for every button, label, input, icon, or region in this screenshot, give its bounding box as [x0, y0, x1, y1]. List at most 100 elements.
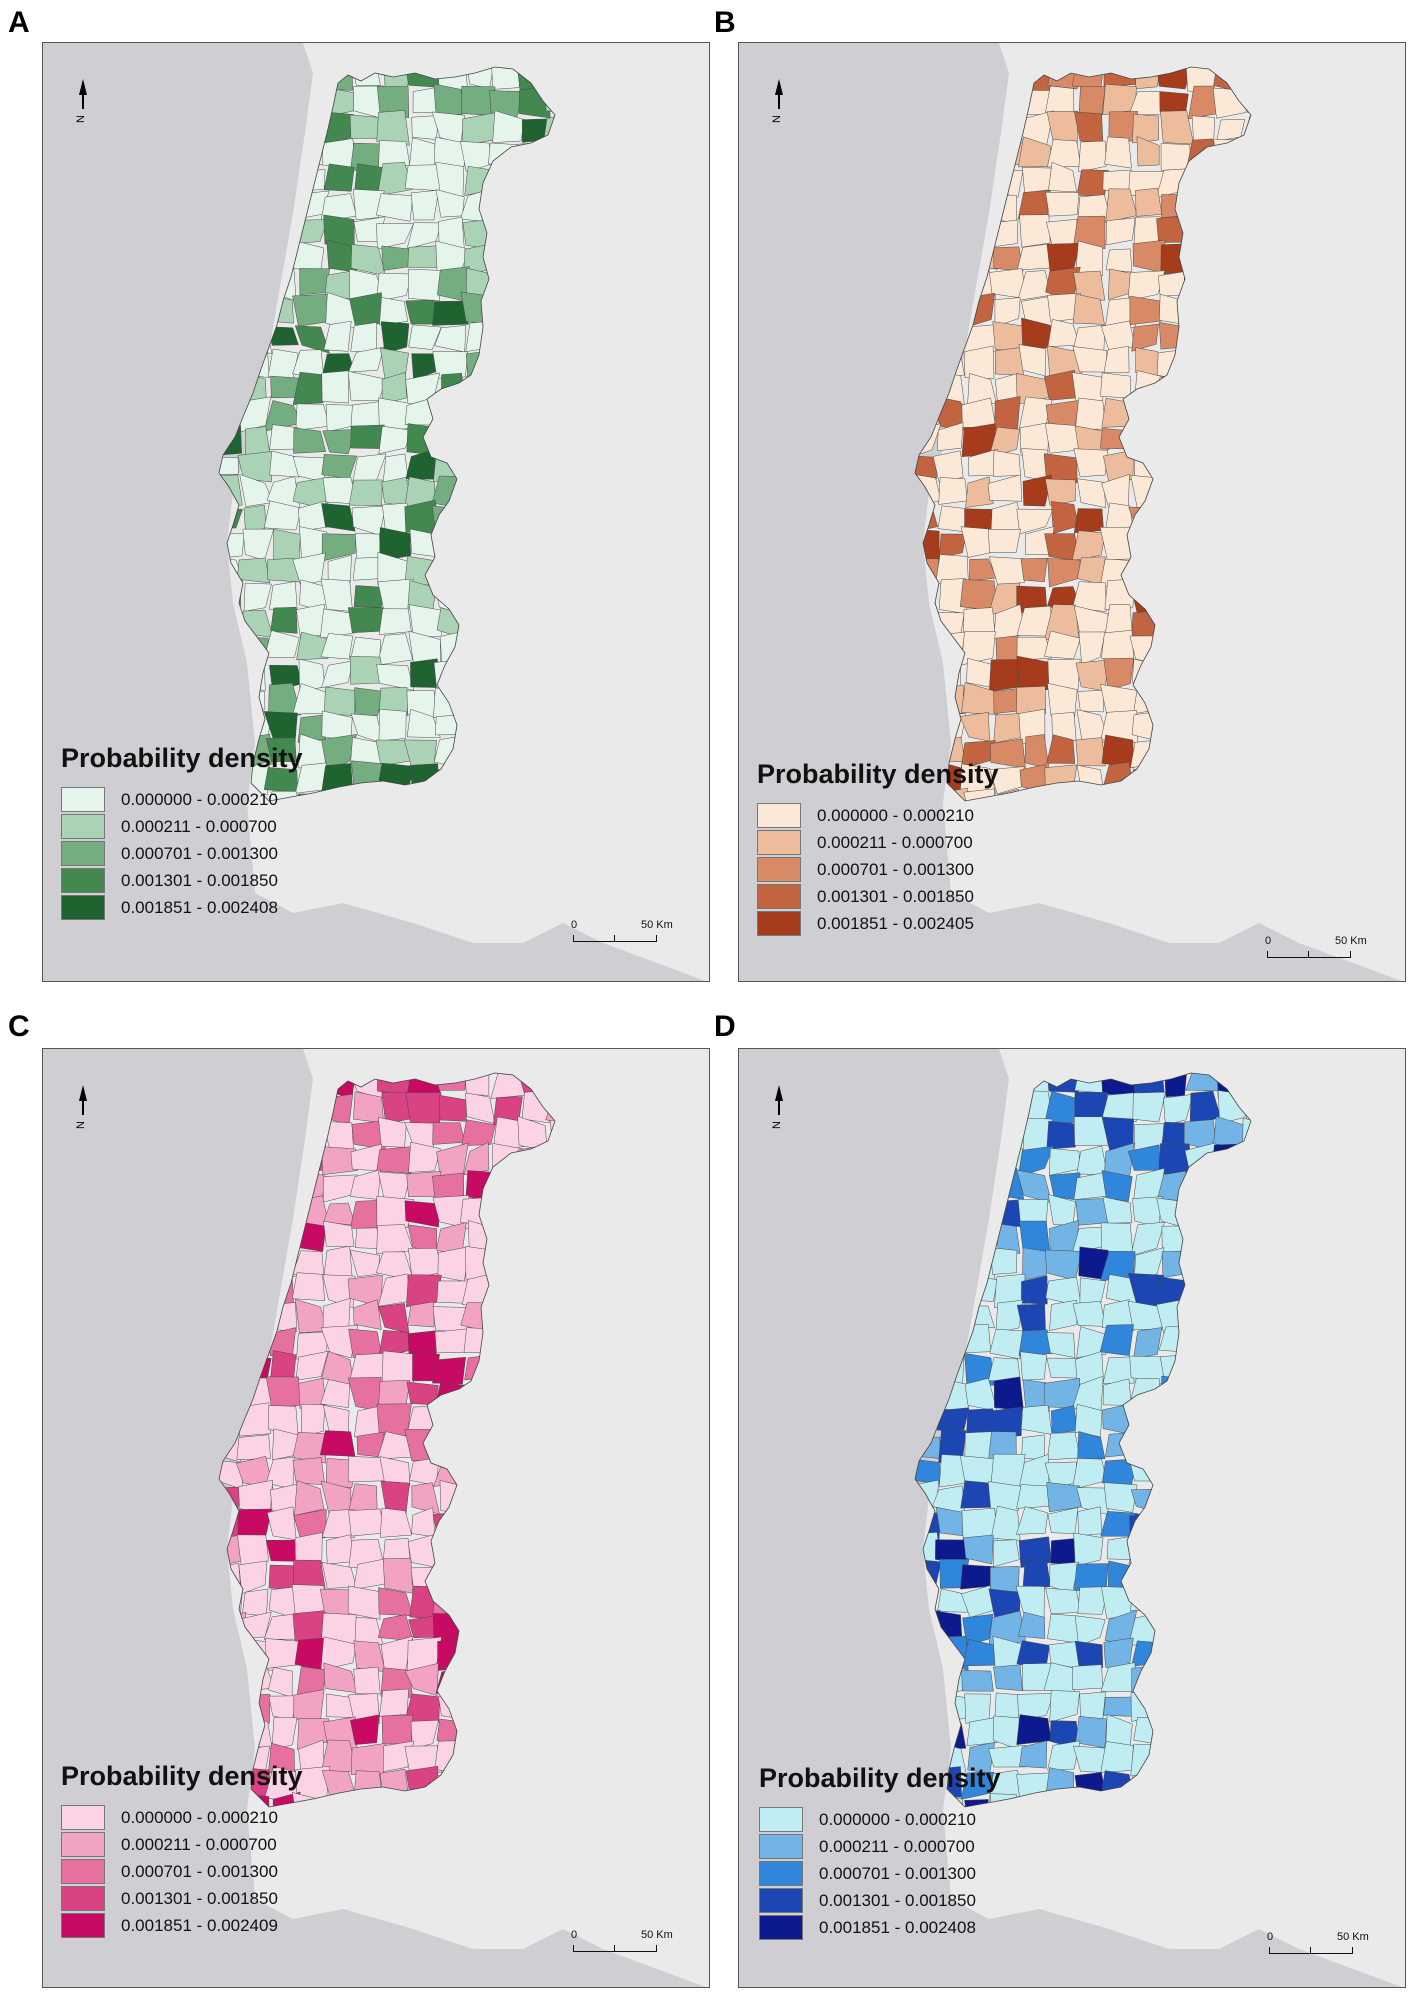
municipality [291, 1272, 325, 1301]
municipality [1021, 448, 1049, 481]
legend-swatch [61, 1886, 105, 1911]
legend-label: 0.000211 - 0.000700 [817, 832, 973, 852]
municipality [1159, 91, 1189, 113]
municipality [1047, 658, 1081, 692]
municipality [932, 450, 964, 484]
municipality [1074, 1640, 1104, 1671]
municipality [236, 1434, 271, 1460]
panel-letter-a: A [8, 6, 30, 39]
legend-label: 0.000000 - 0.000210 [817, 805, 974, 825]
legend-swatch [61, 1859, 105, 1884]
municipality [1105, 217, 1136, 246]
scale-bar: 0 50 Km [571, 919, 681, 959]
legend-label: 0.001301 - 0.001850 [121, 1888, 278, 1908]
municipality [936, 422, 964, 452]
legend-label: 0.001301 - 0.001850 [121, 870, 278, 890]
municipality [965, 476, 994, 508]
municipality [382, 453, 409, 484]
municipality [987, 474, 1023, 502]
municipality [1016, 685, 1047, 718]
municipality [376, 1146, 413, 1174]
municipality [323, 1220, 355, 1247]
municipality [1047, 1613, 1080, 1644]
scale-start-label: 0 [1267, 1931, 1274, 1943]
municipality [966, 1716, 999, 1746]
municipality [1078, 86, 1106, 121]
basemap [43, 1049, 706, 1987]
municipality [403, 1693, 441, 1725]
municipality [1075, 240, 1103, 277]
municipality [410, 1719, 439, 1749]
panel-letter-c: C [8, 1010, 30, 1043]
municipality [268, 682, 302, 716]
legend-label: 0.000211 - 0.000700 [819, 1836, 975, 1856]
municipality [432, 1356, 466, 1385]
municipality [1132, 113, 1159, 144]
municipality [379, 1688, 409, 1717]
legend-item: 0.000701 - 0.001300 [61, 1858, 303, 1885]
legend-item: 0.001301 - 0.001850 [757, 883, 999, 910]
municipality [379, 527, 411, 562]
municipality [379, 297, 409, 326]
municipality [321, 503, 356, 532]
municipality [492, 110, 525, 143]
municipality [1100, 1741, 1134, 1773]
municipality [406, 1274, 442, 1308]
municipality [963, 788, 995, 801]
municipality [354, 687, 386, 717]
basemap [43, 43, 706, 981]
municipality [355, 1227, 381, 1249]
municipality [1077, 689, 1105, 713]
municipality [993, 1539, 1020, 1568]
municipality [960, 763, 997, 795]
scale-start-label: 0 [571, 919, 578, 931]
municipality [404, 1200, 440, 1228]
sea-area [739, 1049, 1402, 1987]
municipality [960, 1564, 995, 1590]
municipality [432, 300, 469, 326]
municipality [321, 1146, 358, 1176]
municipality [1049, 1299, 1078, 1331]
municipality [1073, 1563, 1109, 1592]
municipality [323, 686, 356, 717]
north-arrow-icon: N [771, 1085, 787, 1145]
municipality [461, 1119, 496, 1147]
scale-start-label: 0 [1265, 935, 1272, 947]
municipality [407, 1301, 435, 1328]
municipality [219, 456, 239, 475]
municipality [994, 297, 1021, 327]
municipality [1016, 1484, 1053, 1509]
municipality [1018, 1145, 1054, 1178]
municipality [350, 424, 385, 449]
municipality [1103, 1696, 1136, 1717]
municipality [1017, 1693, 1054, 1721]
north-arrow-icon: N [75, 79, 91, 139]
municipality [376, 664, 415, 691]
municipality [1072, 215, 1106, 249]
municipality [294, 1532, 323, 1565]
municipality [294, 1480, 325, 1516]
legend-swatch [61, 787, 105, 812]
municipality [236, 1455, 274, 1489]
municipality [1046, 1432, 1081, 1460]
municipality [1022, 474, 1053, 507]
legend-label: 0.000000 - 0.000210 [121, 789, 278, 809]
municipality [963, 345, 995, 380]
municipality [378, 425, 412, 455]
legend-swatch [61, 1805, 105, 1830]
north-arrow-icon: N [771, 79, 787, 139]
municipality [294, 325, 330, 354]
municipality [1019, 214, 1051, 248]
municipality [1020, 1404, 1053, 1435]
municipality [1046, 734, 1076, 764]
municipality [994, 396, 1021, 431]
municipality [1075, 737, 1106, 767]
municipality [994, 347, 1024, 376]
municipality [381, 372, 407, 405]
legend: Probability density 0.000000 - 0.000210 0… [61, 1761, 303, 1939]
municipality [323, 1245, 353, 1280]
legend-swatch [61, 1832, 105, 1857]
municipality [1073, 448, 1109, 478]
legend-title: Probability density [61, 743, 303, 773]
municipality [1132, 1091, 1166, 1123]
